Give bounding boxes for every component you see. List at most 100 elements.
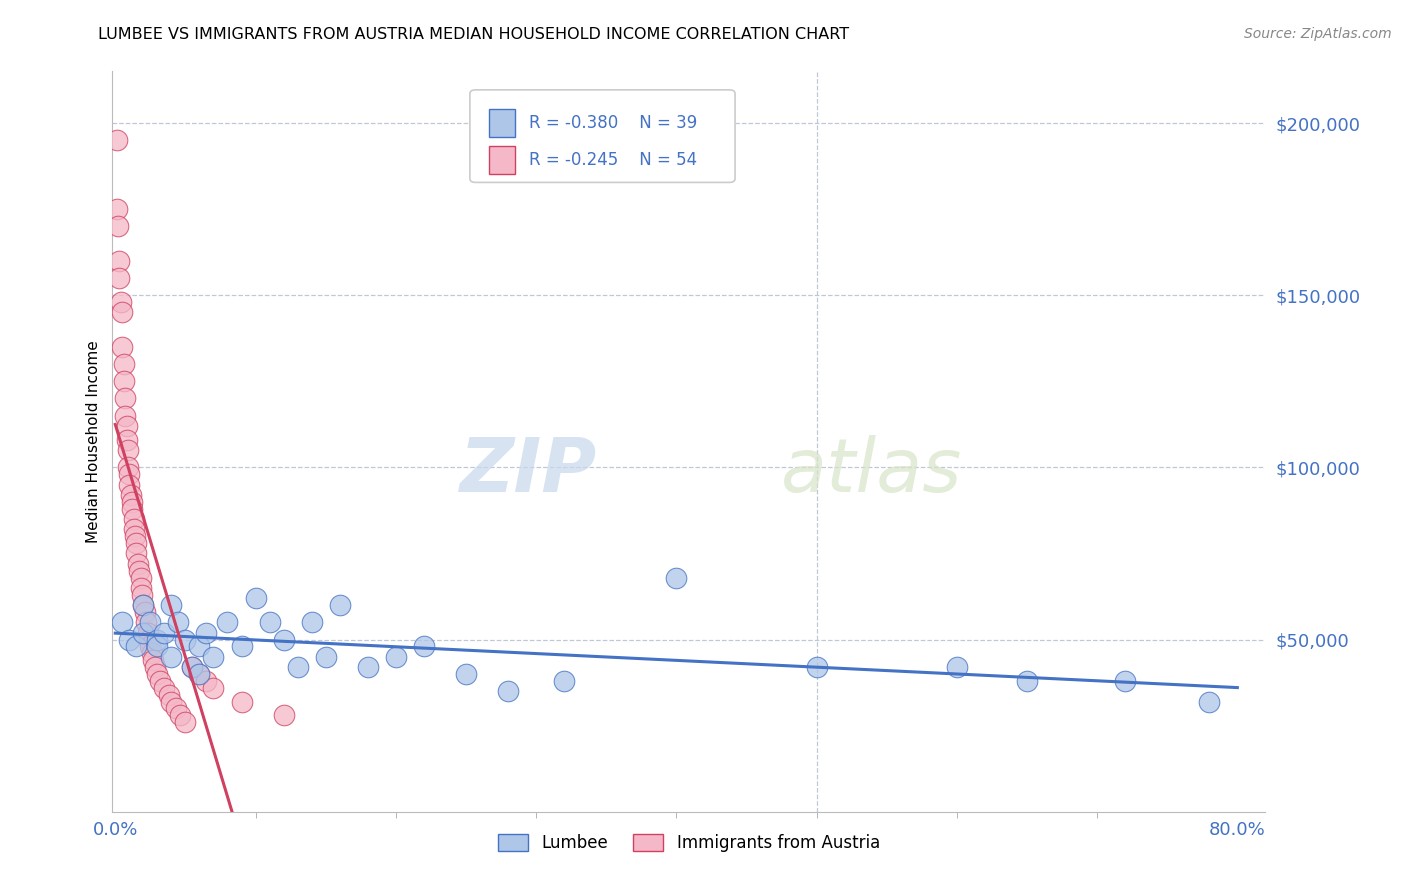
Point (143, 660, 166, 674)
Point (117, 443, 139, 458)
Point (136, 625, 159, 640)
Point (141, 646, 163, 660)
Point (202, 681, 225, 695)
Point (273, 708, 295, 723)
Point (115, 433, 138, 447)
Point (1198, 694, 1220, 708)
Point (117, 460, 139, 475)
Text: Source: ZipAtlas.com: Source: ZipAtlas.com (1244, 27, 1392, 41)
Point (114, 392, 136, 406)
Point (1015, 673, 1038, 688)
Point (108, 271, 131, 285)
Point (231, 640, 253, 654)
Y-axis label: Median Household Income: Median Household Income (86, 340, 101, 543)
Point (132, 598, 155, 612)
Point (181, 660, 204, 674)
Point (124, 529, 146, 543)
Point (108, 253, 131, 268)
Point (553, 673, 575, 688)
Point (329, 598, 352, 612)
Point (139, 640, 162, 654)
Point (287, 660, 309, 674)
Point (188, 640, 211, 654)
Text: R = -0.245    N = 54: R = -0.245 N = 54 (529, 152, 697, 169)
Point (132, 625, 155, 640)
Point (245, 591, 267, 606)
Point (120, 488, 142, 502)
Point (157, 688, 180, 702)
Point (806, 660, 828, 674)
Point (454, 667, 477, 681)
Point (121, 501, 143, 516)
Legend: Lumbee, Immigrants from Austria: Lumbee, Immigrants from Austria (492, 828, 886, 859)
Point (167, 615, 190, 630)
Text: ZIP: ZIP (460, 434, 596, 508)
Point (135, 615, 157, 630)
Point (202, 649, 225, 664)
Point (160, 649, 183, 664)
Point (188, 667, 211, 681)
Point (114, 409, 136, 423)
Point (110, 295, 132, 310)
Point (121, 495, 143, 509)
Point (118, 467, 141, 482)
Point (181, 660, 204, 674)
Point (111, 340, 134, 354)
Point (146, 667, 169, 681)
Point (111, 305, 134, 319)
Point (259, 615, 281, 630)
Point (115, 419, 138, 434)
FancyBboxPatch shape (489, 109, 515, 137)
Point (174, 715, 197, 730)
Point (195, 625, 218, 640)
Point (165, 701, 187, 715)
Point (146, 632, 169, 647)
Text: atlas: atlas (782, 435, 963, 508)
Point (188, 667, 211, 681)
FancyBboxPatch shape (470, 90, 735, 183)
Point (132, 598, 155, 612)
Point (496, 684, 519, 698)
Point (112, 374, 135, 388)
Point (665, 570, 688, 584)
Point (122, 512, 145, 526)
Point (169, 708, 191, 723)
Point (142, 653, 165, 667)
Point (107, 219, 129, 234)
Point (1114, 673, 1136, 688)
Point (112, 357, 135, 371)
Text: LUMBEE VS IMMIGRANTS FROM AUSTRIA MEDIAN HOUSEHOLD INCOME CORRELATION CHART: LUMBEE VS IMMIGRANTS FROM AUSTRIA MEDIAN… (98, 27, 849, 42)
Point (174, 632, 197, 647)
Point (118, 477, 141, 491)
Point (315, 649, 337, 664)
Point (125, 546, 148, 560)
Point (111, 615, 134, 630)
Point (131, 588, 153, 602)
FancyBboxPatch shape (489, 146, 515, 174)
Point (273, 632, 295, 647)
Point (385, 649, 408, 664)
Point (105, 133, 128, 147)
Point (122, 522, 145, 536)
Point (129, 570, 152, 584)
Point (301, 615, 323, 630)
Point (195, 673, 218, 688)
Text: R = -0.380    N = 39: R = -0.380 N = 39 (529, 114, 697, 132)
Point (153, 681, 176, 695)
Point (412, 640, 434, 654)
Point (139, 615, 162, 630)
Point (146, 640, 169, 654)
Point (231, 694, 253, 708)
Point (105, 202, 128, 216)
Point (134, 605, 156, 619)
Point (946, 660, 969, 674)
Point (128, 564, 150, 578)
Point (129, 581, 152, 595)
Point (160, 598, 183, 612)
Point (160, 694, 183, 708)
Point (127, 557, 149, 571)
Point (118, 632, 141, 647)
Point (153, 625, 176, 640)
Point (357, 660, 380, 674)
Point (125, 536, 148, 550)
